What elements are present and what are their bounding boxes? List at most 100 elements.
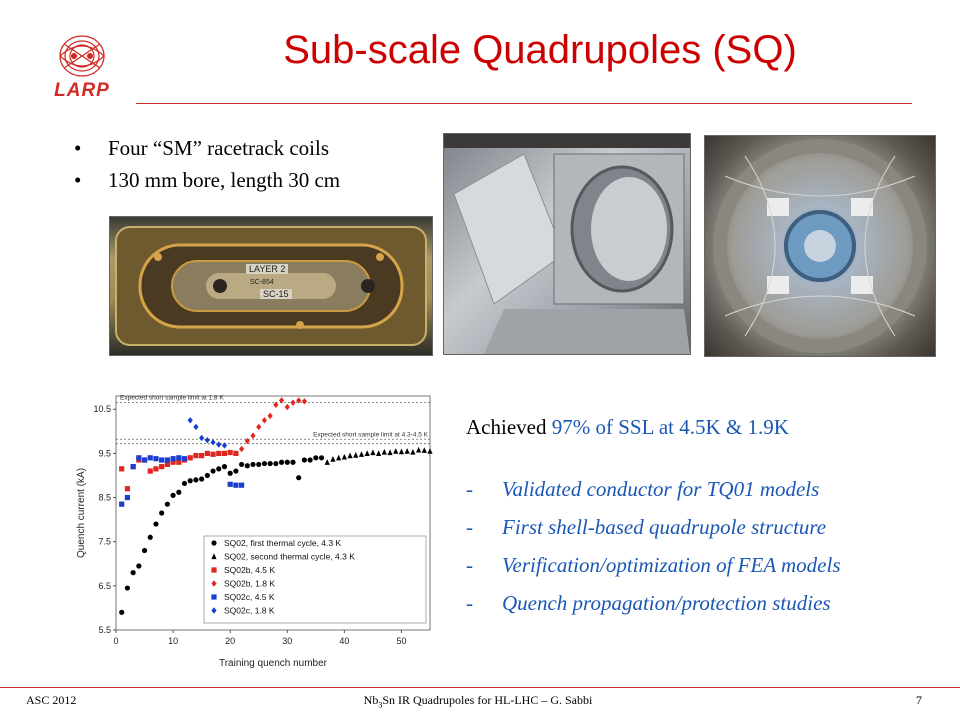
x-tick-label: 30	[282, 636, 292, 646]
data-point	[330, 456, 336, 462]
data-point	[353, 452, 359, 458]
data-point	[256, 461, 262, 468]
data-point	[199, 453, 205, 459]
result-marker: -	[466, 477, 473, 501]
data-point	[141, 457, 148, 463]
data-point	[296, 397, 302, 404]
data-point	[239, 445, 245, 453]
data-point	[153, 521, 159, 527]
y-tick-label: 7.5	[98, 537, 111, 547]
quench-training-chart: Expected short sample limit at 1.8 K Expe…	[72, 390, 434, 672]
data-point	[187, 455, 193, 461]
result-text: Verification/optimization of FEA models	[502, 553, 841, 577]
data-point	[376, 450, 382, 456]
data-point	[176, 455, 182, 461]
data-point	[216, 450, 222, 456]
legend-label: SQ02, first thermal cycle, 4.3 K	[224, 538, 341, 548]
slide-title: Sub-scale Quadrupoles (SQ)	[283, 28, 797, 72]
data-point	[415, 446, 422, 453]
title-divider	[136, 103, 912, 104]
result-text: First shell-based quadrupole structure	[502, 515, 827, 539]
result-text: Quench propagation/protection studies	[502, 591, 831, 615]
data-point	[119, 501, 125, 507]
data-point	[130, 464, 136, 470]
legend-marker	[211, 540, 217, 546]
bullet-marker: •	[74, 136, 82, 160]
data-point	[296, 475, 302, 481]
data-point	[216, 441, 222, 448]
data-point	[164, 457, 170, 463]
result-item: - First shell-based quadrupole structure	[466, 508, 841, 546]
data-point	[410, 448, 416, 455]
data-point	[290, 459, 296, 465]
larp-logo-emblem	[59, 35, 105, 77]
data-point	[421, 447, 427, 453]
data-point	[261, 417, 268, 424]
data-point	[239, 461, 245, 468]
data-point	[181, 480, 188, 487]
legend-marker	[211, 594, 217, 600]
coil-label-layer: LAYER 2	[246, 264, 289, 274]
data-point	[141, 547, 148, 554]
page-number: 7	[916, 693, 922, 707]
data-point	[244, 463, 250, 469]
bullet-text: 130 mm bore, length 30 cm	[108, 168, 341, 192]
y-tick-label: 6.5	[98, 581, 111, 591]
racetrack-coil-photo: LAYER 2 SC-854 SC-15	[109, 216, 433, 356]
data-point	[170, 456, 176, 462]
data-point	[153, 466, 159, 472]
data-point	[347, 452, 353, 459]
data-point	[216, 466, 222, 472]
data-point	[159, 464, 165, 470]
data-point	[398, 448, 405, 455]
footer-conference: ASC 2012	[26, 693, 77, 707]
data-point	[210, 468, 216, 474]
legend-marker	[211, 553, 217, 560]
data-point	[404, 448, 410, 454]
larp-logo-text: LARP	[54, 80, 110, 101]
data-point	[147, 468, 153, 474]
bullet-text: Four “SM” racetrack coils	[108, 136, 330, 160]
data-point	[136, 455, 142, 461]
x-axis-label: Training quench number	[219, 658, 328, 669]
data-point	[227, 470, 233, 476]
result-item: - Verification/optimization of FEA models	[466, 546, 841, 584]
magnet-structure-photo	[443, 133, 691, 355]
data-point	[250, 461, 256, 468]
data-point	[278, 459, 285, 465]
data-point	[187, 417, 193, 424]
footer-title-prefix: Nb	[363, 693, 379, 707]
footer-title: Nb3Sn IR Quadrupoles for HL-LHC – G. Sab…	[318, 693, 638, 709]
data-point	[170, 459, 176, 465]
data-point	[244, 437, 250, 445]
data-point	[318, 455, 325, 461]
footer-divider	[0, 687, 960, 688]
x-tick-label: 10	[168, 636, 178, 646]
x-tick-label: 20	[225, 636, 235, 646]
data-point	[324, 459, 330, 465]
data-point	[301, 457, 307, 463]
result-item: - Validated conductor for TQ01 models	[466, 470, 841, 508]
data-point	[130, 570, 136, 576]
x-tick-label: 0	[113, 636, 118, 646]
data-point	[273, 401, 279, 409]
data-point	[181, 456, 188, 462]
reference-line-label: Expected short sample limit at 4.3-4.5 K	[313, 431, 429, 438]
data-point	[233, 450, 239, 456]
data-point	[227, 481, 233, 487]
legend-label: SQ02c, 1.8 K	[224, 606, 275, 616]
data-point	[164, 501, 170, 507]
data-point	[364, 450, 370, 456]
racetrack-coil-drawing	[115, 226, 427, 346]
result-item: - Quench propagation/protection studies	[466, 584, 841, 622]
legend-label: SQ02b, 4.5 K	[224, 565, 275, 575]
result-text: Validated conductor for TQ01 models	[502, 477, 820, 501]
y-axis-label: Quench current (kA)	[76, 468, 87, 558]
data-point	[239, 482, 245, 488]
data-point	[124, 486, 131, 492]
footer-title-subscript: 3	[378, 700, 383, 710]
data-point	[387, 449, 393, 456]
data-point	[119, 466, 125, 472]
legend-marker	[211, 567, 217, 573]
data-point	[233, 468, 239, 474]
